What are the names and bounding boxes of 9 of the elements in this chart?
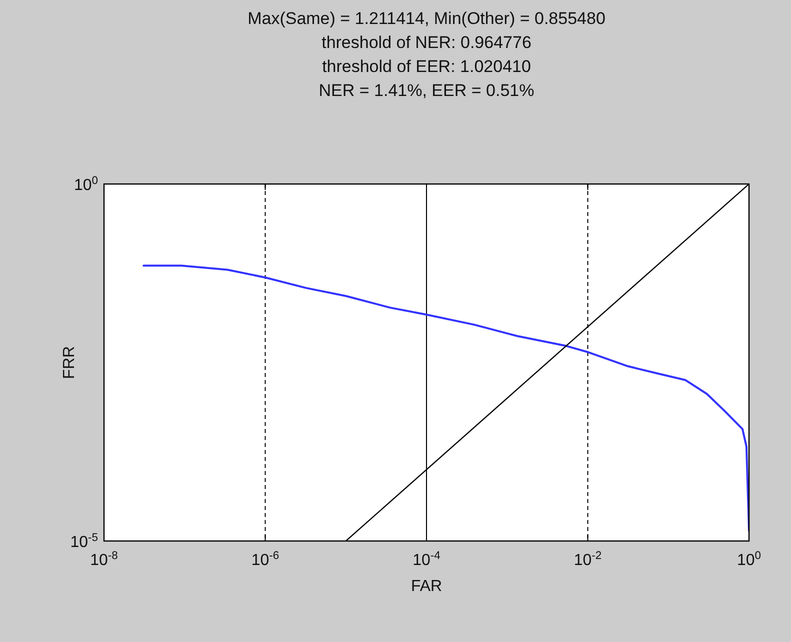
x-tick-label: 10$^{-4}$ — [412, 550, 440, 569]
x-axis-title: FAR — [410, 578, 442, 595]
chart-title: Max(Same) = 1.211414, Min(Other) = 0.855480 threshold of NER: 0.964776 threshold of EER: 1.020410 NER = 1.41%, EER = 0.51% — [248, 9, 606, 100]
x-tick-label: 10$^{-8}$ — [90, 550, 118, 569]
x-tick-label: 10$^{-2}$ — [574, 550, 602, 569]
x-tick-label: 10$^{-6}$ — [251, 550, 280, 569]
y-tick-label: 10$^{-5}$ — [70, 532, 98, 551]
x-tick-label: 10$^{0}$ — [736, 550, 762, 569]
y-axis-title: FRR — [61, 346, 78, 379]
